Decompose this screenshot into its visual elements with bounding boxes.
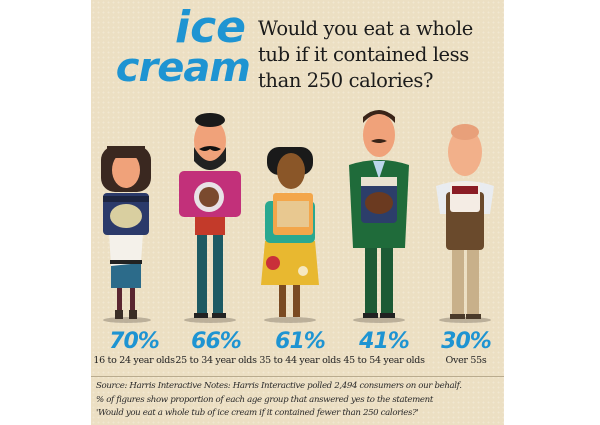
stat-age-label: 45 to 54 year olds	[343, 355, 425, 366]
stat-percent: 30%	[441, 329, 492, 354]
figure-woman-yellow-dress-illustration	[261, 147, 319, 323]
divider	[91, 376, 504, 377]
stat-percent: 66%	[191, 329, 242, 354]
figures-row	[95, 108, 500, 323]
stat-45-54: 41% 45 to 54 year olds	[343, 330, 425, 368]
stat-over-55: 30% Over 55s	[425, 330, 507, 368]
figure-elderly-man-illustration	[436, 124, 494, 323]
stat-age-label: 35 to 44 year olds	[259, 355, 341, 366]
figure-hipster-man-illustration	[179, 113, 241, 323]
source-note: Source: Harris Interactive Notes: Harris…	[96, 380, 501, 421]
source-line-3: 'Would you eat a whole tub of ice cream …	[96, 408, 419, 418]
stat-16-24: 70% 16 to 24 year olds	[93, 330, 175, 368]
stats-row: 70% 16 to 24 year olds 66% 25 to 34 year…	[91, 330, 504, 368]
headline: Would you eat a whole tub if it containe…	[258, 17, 473, 92]
figure-man-green-suit-illustration	[349, 110, 409, 323]
source-line-2: % of figures show proportion of each age…	[96, 394, 433, 405]
stat-25-34: 66% 25 to 34 year olds	[175, 330, 257, 368]
stat-35-44: 61% 35 to 44 year olds	[259, 330, 341, 368]
stat-percent: 61%	[275, 329, 326, 354]
stat-percent: 70%	[109, 329, 160, 354]
brand-title: ice cream	[100, 2, 251, 91]
brand-line-ice: ice	[174, 2, 246, 53]
stat-age-label: Over 55s	[445, 355, 487, 366]
stat-percent: 41%	[359, 329, 410, 354]
figure-young-woman-illustration	[101, 146, 151, 323]
source-line-1: Source: Harris Interactive Notes: Harris…	[96, 381, 462, 391]
stat-age-label: 25 to 34 year olds	[175, 355, 257, 366]
brand-line-cream: cream	[115, 45, 251, 91]
stat-age-label: 16 to 24 year olds	[93, 355, 175, 366]
